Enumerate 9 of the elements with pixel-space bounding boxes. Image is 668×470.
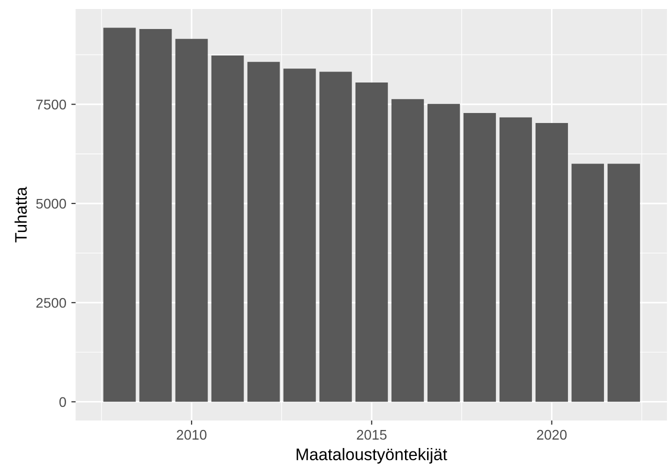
- y-tick-label: 5000: [36, 198, 66, 209]
- y-tick-label: 0: [59, 397, 66, 407]
- x-tick-label: 2020: [536, 430, 567, 440]
- x-tick-label: 2010: [176, 430, 206, 440]
- y-tick-label: 7500: [36, 100, 66, 110]
- y-tick-label: 2500: [36, 298, 66, 308]
- y-axis-title: Tuhatta: [14, 186, 27, 242]
- x-tick-label: 2015: [356, 430, 387, 440]
- x-axis-title: Maataloustyöntekijät: [296, 448, 448, 464]
